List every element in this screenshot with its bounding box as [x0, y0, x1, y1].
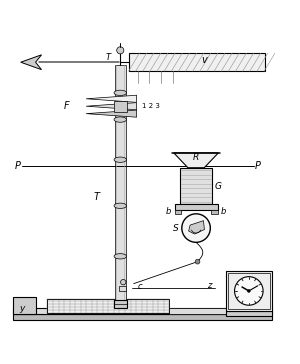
Text: c: c	[137, 282, 142, 291]
Bar	[175, 204, 218, 210]
Bar	[114, 300, 127, 308]
Bar	[181, 168, 212, 204]
Ellipse shape	[114, 90, 127, 95]
Circle shape	[182, 214, 210, 242]
Circle shape	[235, 277, 263, 305]
Bar	[47, 298, 169, 313]
Polygon shape	[189, 221, 204, 234]
Bar	[211, 210, 218, 214]
Polygon shape	[86, 95, 136, 102]
Circle shape	[121, 280, 126, 285]
Text: T: T	[106, 53, 111, 62]
Polygon shape	[174, 153, 218, 168]
Polygon shape	[86, 103, 136, 110]
Text: T: T	[94, 192, 100, 202]
Text: P: P	[255, 161, 260, 171]
Ellipse shape	[114, 117, 127, 122]
Polygon shape	[86, 110, 136, 117]
Text: P: P	[15, 161, 21, 171]
Bar	[13, 314, 272, 320]
Bar	[175, 210, 181, 214]
Text: R: R	[193, 153, 199, 162]
Text: F: F	[64, 101, 70, 111]
Bar	[169, 308, 270, 314]
Bar	[47, 298, 169, 313]
Bar	[228, 273, 270, 309]
Ellipse shape	[114, 157, 127, 162]
Bar	[119, 286, 126, 291]
Text: G: G	[214, 182, 222, 190]
Polygon shape	[21, 55, 41, 70]
Text: y: y	[20, 304, 25, 313]
Bar	[129, 53, 265, 71]
Text: b: b	[166, 207, 172, 216]
Text: S: S	[173, 223, 179, 233]
Bar	[226, 311, 272, 316]
Text: z: z	[207, 281, 212, 290]
Bar	[114, 101, 127, 111]
Circle shape	[117, 47, 124, 54]
Circle shape	[195, 259, 200, 264]
Circle shape	[247, 289, 250, 292]
Text: b: b	[220, 207, 226, 216]
Ellipse shape	[114, 254, 127, 259]
Bar	[115, 64, 126, 308]
Text: v: v	[201, 55, 207, 66]
Bar	[13, 297, 36, 314]
Text: 1 2 3: 1 2 3	[142, 103, 160, 109]
Bar	[226, 271, 272, 311]
Ellipse shape	[114, 203, 127, 209]
Bar	[13, 308, 272, 314]
